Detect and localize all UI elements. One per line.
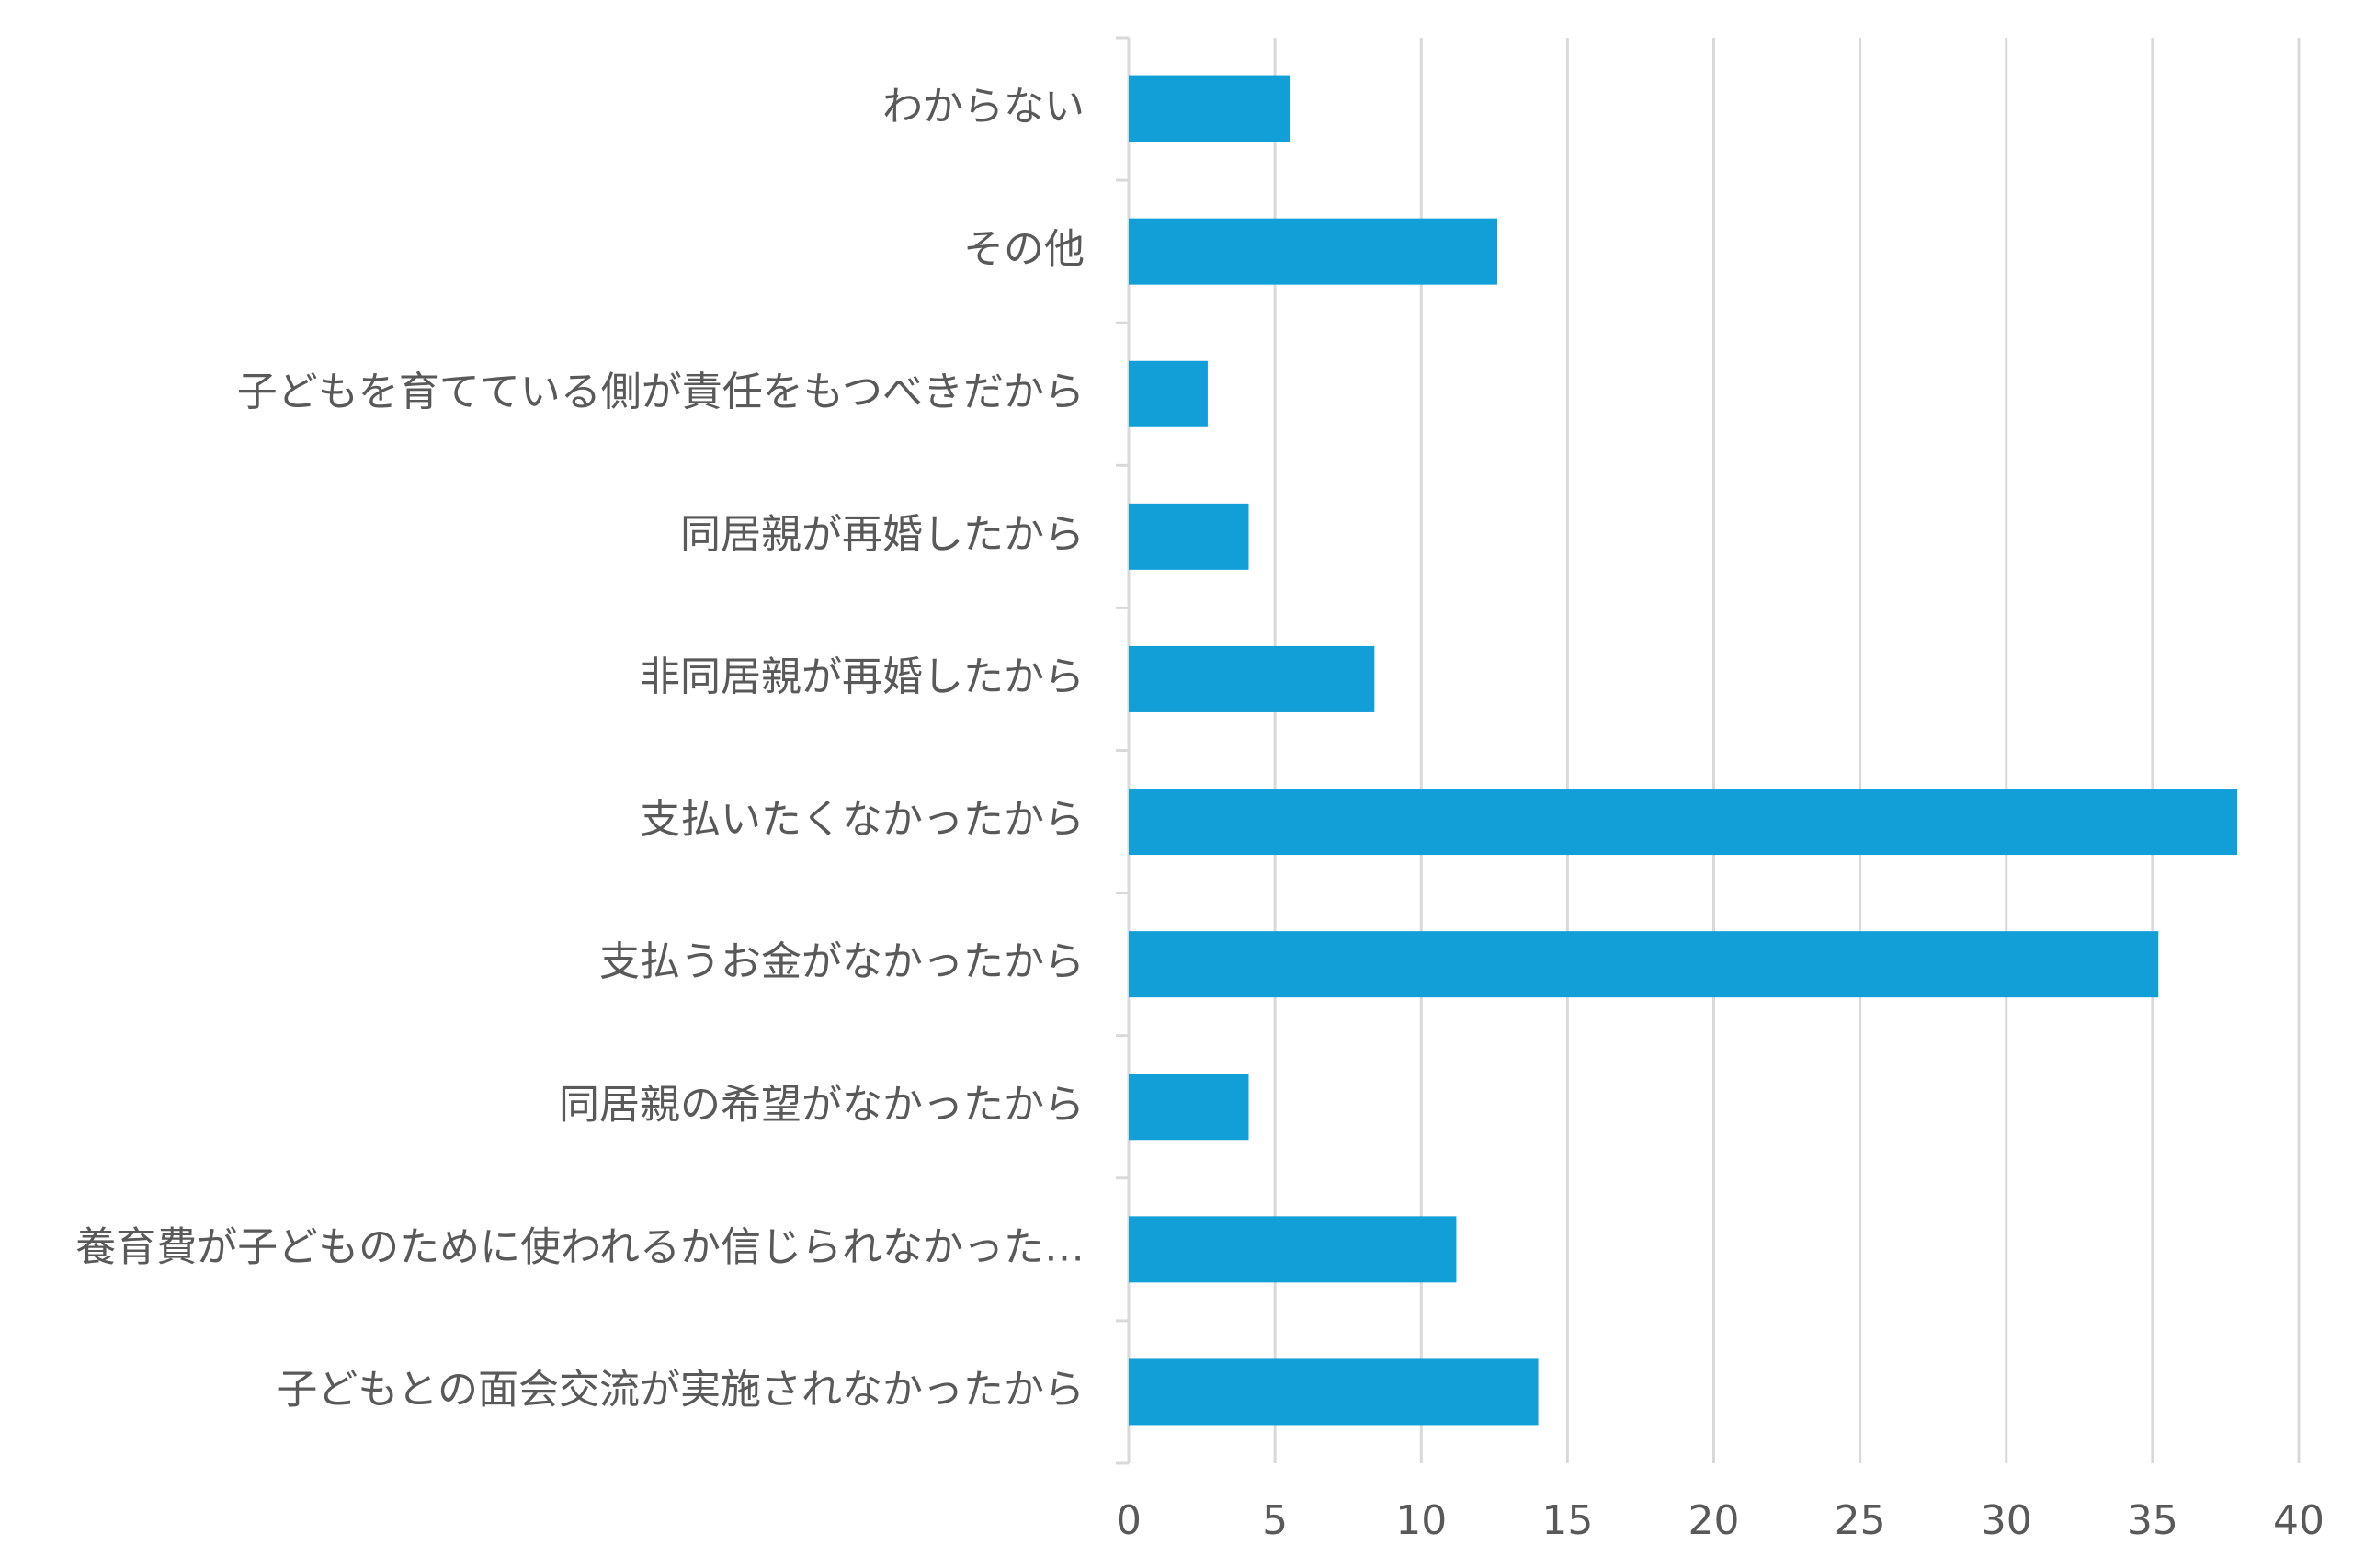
x-tick-label: 25 (1835, 1497, 1886, 1544)
bar (1129, 503, 1249, 570)
bar (1129, 789, 2238, 856)
bar (1129, 1216, 1457, 1283)
x-tick-label: 35 (2127, 1497, 2178, 1544)
y-tick-label: 子どもを育てている側が責任をもつべきだから (237, 369, 1085, 415)
bar (1129, 1358, 1539, 1426)
x-tick-label: 40 (2273, 1497, 2325, 1544)
bar (1129, 218, 1497, 285)
y-tick-label: 支払いたくなかったから (640, 796, 1085, 843)
y-tick-label: わからない (882, 84, 1085, 131)
y-tick-label: 非同居親が再婚したから (640, 653, 1085, 700)
y-tick-label: 同居親が再婚したから (680, 511, 1085, 558)
bar (1129, 75, 1290, 142)
x-tick-label: 5 (1262, 1497, 1288, 1544)
x-tick-label: 0 (1116, 1497, 1142, 1544)
y-tick-label: その他 (963, 226, 1085, 273)
y-tick-label: 同居親の希望がなかったから (559, 1081, 1085, 1128)
x-tick-label: 30 (1981, 1497, 2032, 1544)
bar (1129, 360, 1208, 427)
x-tick-label: 15 (1541, 1497, 1593, 1544)
bar (1129, 931, 2159, 998)
bar (1129, 645, 1375, 712)
x-tick-label: 10 (1395, 1497, 1447, 1544)
x-tick-label: 20 (1688, 1497, 1740, 1544)
y-tick-label: 子どもとの面会交流が実施されなかったから (277, 1366, 1085, 1413)
bar (1129, 1074, 1249, 1141)
y-tick-label: 養育費が子どものために使われるか信じられなかった… (75, 1223, 1085, 1270)
y-tick-label: 支払うお金がなかったから (599, 938, 1085, 985)
